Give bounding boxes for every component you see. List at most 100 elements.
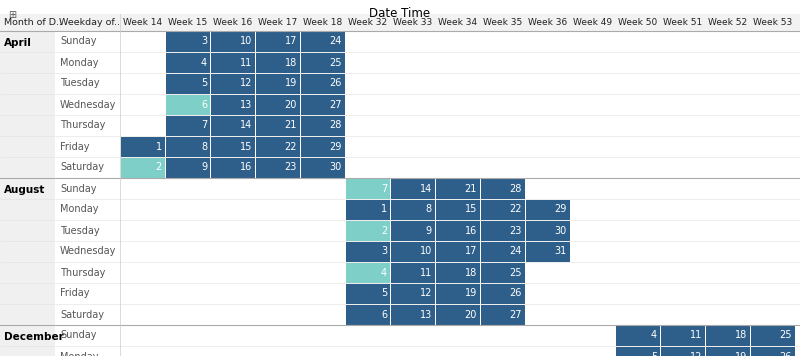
Text: 18: 18 — [465, 267, 477, 277]
Bar — [255, 31, 299, 52]
Text: 14: 14 — [420, 183, 432, 194]
Bar — [346, 220, 390, 241]
Bar — [166, 73, 210, 94]
Bar — [0, 31, 55, 178]
Bar — [301, 31, 345, 52]
Text: 7: 7 — [381, 183, 387, 194]
Text: 13: 13 — [420, 309, 432, 319]
Text: Week 34: Week 34 — [438, 18, 477, 27]
Text: 17: 17 — [285, 37, 297, 47]
Text: 3: 3 — [381, 246, 387, 257]
Bar — [526, 220, 570, 241]
Text: 4: 4 — [201, 58, 207, 68]
Text: 19: 19 — [285, 79, 297, 89]
Text: 17: 17 — [465, 246, 477, 257]
Text: Thursday: Thursday — [60, 267, 106, 277]
Text: 27: 27 — [330, 99, 342, 110]
Bar — [210, 73, 254, 94]
Text: 12: 12 — [690, 351, 702, 356]
Text: 23: 23 — [285, 162, 297, 173]
Bar — [346, 283, 390, 304]
Text: 25: 25 — [779, 330, 792, 340]
Text: Saturday: Saturday — [60, 162, 104, 173]
Text: Week 52: Week 52 — [708, 18, 747, 27]
Text: Week 32: Week 32 — [348, 18, 387, 27]
Text: Week 36: Week 36 — [528, 18, 567, 27]
Bar — [166, 136, 210, 157]
Text: ⊞: ⊞ — [8, 10, 16, 20]
Bar — [255, 52, 299, 73]
Bar — [706, 346, 750, 356]
Bar — [481, 199, 525, 220]
Text: 7: 7 — [201, 120, 207, 131]
Text: Friday: Friday — [60, 141, 90, 152]
Bar — [390, 283, 434, 304]
Text: 22: 22 — [510, 204, 522, 215]
Bar — [210, 52, 254, 73]
Bar — [346, 178, 390, 199]
Bar — [210, 136, 254, 157]
Text: 6: 6 — [201, 99, 207, 110]
Bar — [301, 115, 345, 136]
Text: Monday: Monday — [60, 58, 98, 68]
Text: Sunday: Sunday — [60, 183, 97, 194]
Text: 3: 3 — [201, 37, 207, 47]
Text: Week 14: Week 14 — [123, 18, 162, 27]
Text: 2: 2 — [381, 225, 387, 236]
Bar — [166, 115, 210, 136]
Bar — [390, 199, 434, 220]
Text: 21: 21 — [465, 183, 477, 194]
Text: 8: 8 — [201, 141, 207, 152]
Bar — [390, 178, 434, 199]
Bar — [0, 14, 800, 31]
Bar — [750, 346, 794, 356]
Text: 15: 15 — [465, 204, 477, 215]
Text: Week 51: Week 51 — [663, 18, 702, 27]
Bar — [390, 220, 434, 241]
Text: 1: 1 — [381, 204, 387, 215]
Text: 29: 29 — [554, 204, 567, 215]
Text: 24: 24 — [330, 37, 342, 47]
Bar — [301, 136, 345, 157]
Bar — [526, 241, 570, 262]
Text: 18: 18 — [734, 330, 747, 340]
Bar — [0, 178, 55, 325]
Bar — [435, 241, 479, 262]
Text: 22: 22 — [285, 141, 297, 152]
Text: 19: 19 — [465, 288, 477, 298]
Bar — [255, 115, 299, 136]
Bar — [435, 283, 479, 304]
Bar — [346, 262, 390, 283]
Text: 15: 15 — [240, 141, 252, 152]
Text: Week 50: Week 50 — [618, 18, 657, 27]
Text: Monday: Monday — [60, 351, 98, 356]
Text: Tuesday: Tuesday — [60, 79, 100, 89]
Text: Wednesday: Wednesday — [60, 99, 116, 110]
Text: 11: 11 — [690, 330, 702, 340]
Text: 24: 24 — [510, 246, 522, 257]
Text: 25: 25 — [330, 58, 342, 68]
Text: 20: 20 — [285, 99, 297, 110]
Bar — [210, 94, 254, 115]
Text: Week 15: Week 15 — [168, 18, 207, 27]
Bar — [301, 157, 345, 178]
Text: 31: 31 — [554, 246, 567, 257]
Bar — [210, 157, 254, 178]
Bar — [435, 262, 479, 283]
Bar — [166, 52, 210, 73]
Text: 11: 11 — [420, 267, 432, 277]
Text: Week 53: Week 53 — [753, 18, 792, 27]
Text: 10: 10 — [240, 37, 252, 47]
Text: 5: 5 — [381, 288, 387, 298]
Text: 20: 20 — [465, 309, 477, 319]
Bar — [526, 199, 570, 220]
Text: 10: 10 — [420, 246, 432, 257]
Text: 30: 30 — [554, 225, 567, 236]
Text: 6: 6 — [381, 309, 387, 319]
Text: 16: 16 — [240, 162, 252, 173]
Text: 2: 2 — [156, 162, 162, 173]
Bar — [255, 157, 299, 178]
Text: 12: 12 — [240, 79, 252, 89]
Bar — [121, 136, 165, 157]
Text: December: December — [4, 331, 64, 341]
